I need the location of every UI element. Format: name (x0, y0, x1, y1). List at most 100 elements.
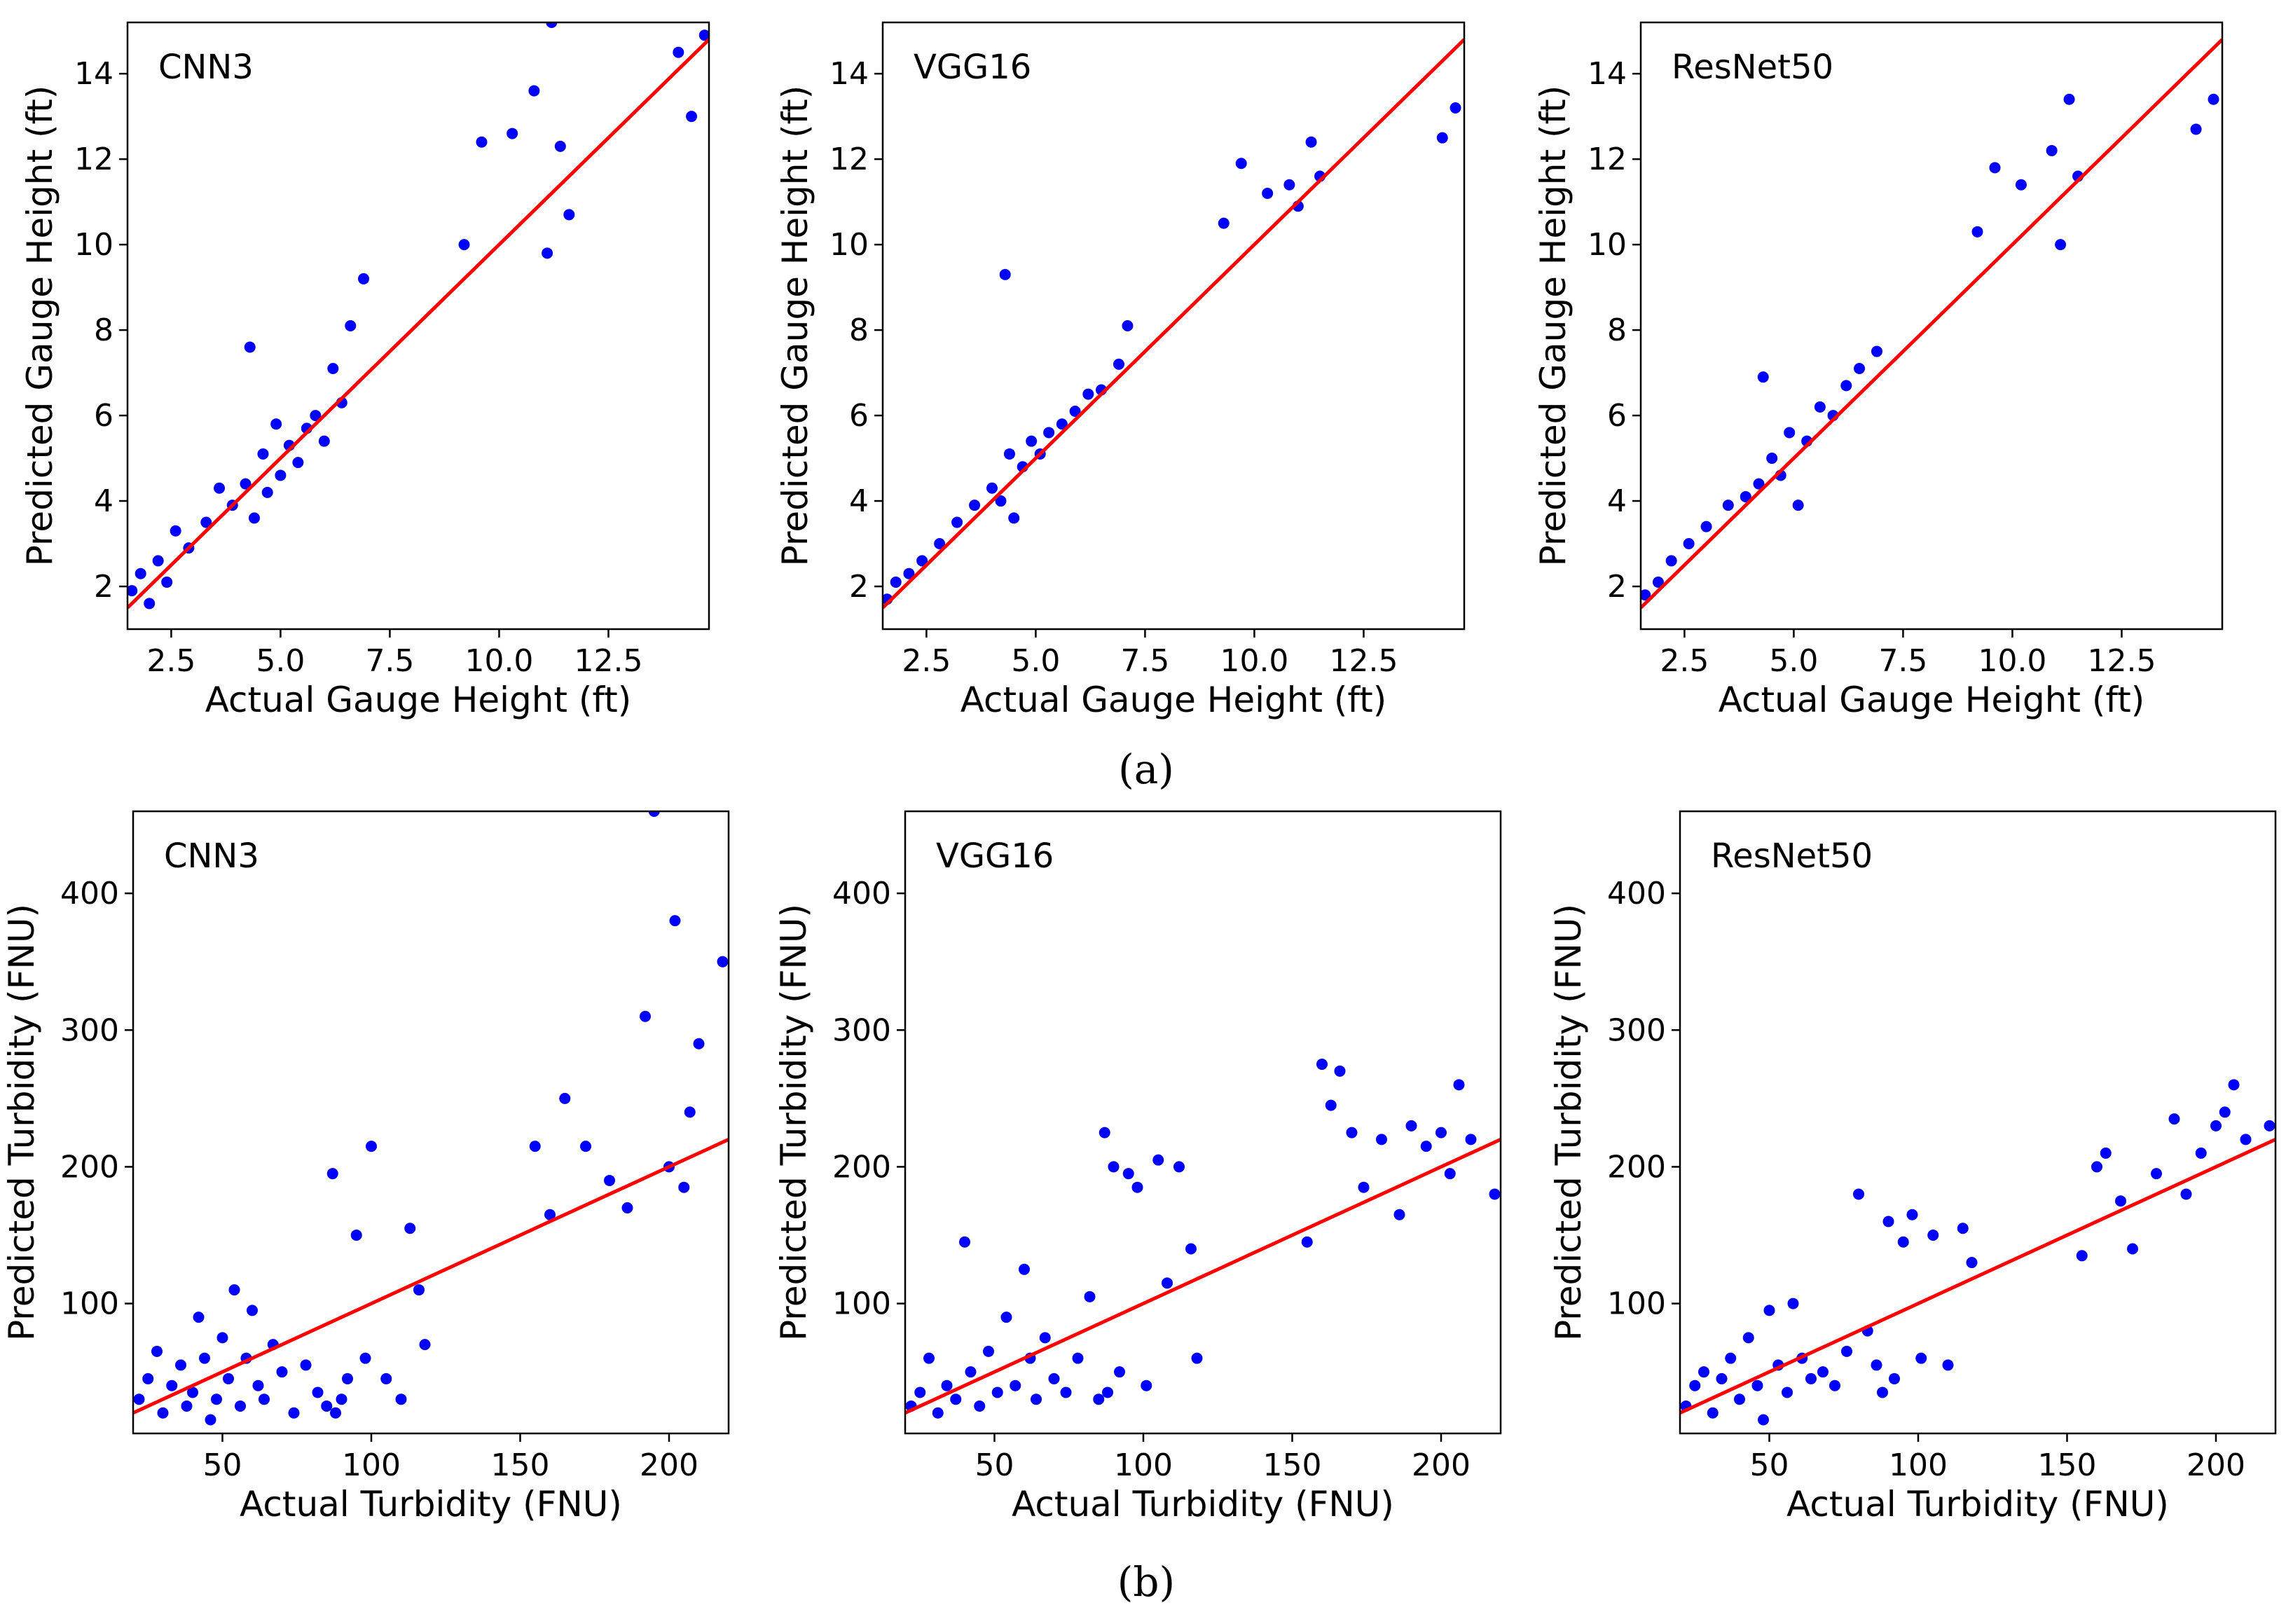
data-point (1805, 1372, 1817, 1384)
data-point (686, 111, 698, 123)
y-tick-label: 2 (94, 569, 113, 605)
data-point (934, 538, 946, 550)
data-point (252, 1379, 264, 1391)
data-point (717, 956, 729, 968)
data-point (2219, 1106, 2231, 1118)
data-point (223, 1372, 234, 1384)
data-point (275, 469, 287, 481)
data-point (1927, 1230, 1939, 1241)
data-point (2180, 1188, 2192, 1200)
y-axis-label: Predicted Gauge Height (ft) (20, 85, 60, 567)
x-tick-label: 50 (1750, 1447, 1789, 1483)
scatter-marks (1680, 1079, 2275, 1426)
y-tick-label: 10 (829, 227, 869, 263)
y-tick-label: 200 (832, 1149, 891, 1185)
data-point (693, 1038, 705, 1050)
data-point (529, 1141, 541, 1152)
data-point (1072, 1352, 1084, 1364)
data-point (1889, 1372, 1900, 1384)
x-axis-ticks: 2.5 5.0 7.5 10.0 12.5 (146, 629, 642, 679)
fit-line (1641, 38, 2222, 610)
fit-line-group (883, 38, 1464, 610)
data-point (1405, 1120, 1417, 1131)
data-point (1162, 1277, 1173, 1289)
x-tick-label: 12.5 (1329, 643, 1398, 679)
data-point (419, 1339, 431, 1351)
x-tick-label: 10.0 (1220, 643, 1288, 679)
data-point (1757, 371, 1769, 383)
data-point (1700, 521, 1712, 532)
data-point (2063, 93, 2075, 105)
data-point (345, 320, 357, 331)
x-axis-label: Actual Turbidity (FNU) (240, 1484, 622, 1525)
data-point (1102, 1386, 1113, 1398)
x-tick-label: 100 (342, 1447, 401, 1483)
x-axis-label: Actual Gauge Height (ft) (205, 680, 632, 720)
data-point (974, 1400, 986, 1412)
data-point (1191, 1352, 1203, 1364)
data-point (2046, 144, 2058, 156)
data-point (216, 1332, 228, 1344)
data-point (200, 516, 212, 528)
y-tick-label: 6 (94, 398, 113, 434)
data-point (1108, 1161, 1120, 1173)
data-point (357, 273, 369, 284)
x-axis-ticks: 50 100 150 200 (203, 1433, 698, 1483)
plot-frame (904, 810, 1502, 1435)
data-point (288, 1407, 300, 1419)
data-point (1897, 1236, 1909, 1248)
data-point (544, 1209, 556, 1220)
model-label: ResNet50 (1711, 837, 1873, 876)
caption-b: (b) (1117, 1558, 1175, 1606)
data-point (1093, 1394, 1105, 1405)
data-point (563, 209, 575, 221)
x-tick-label: 150 (1263, 1447, 1322, 1483)
data-point (152, 555, 164, 567)
data-point (161, 576, 173, 588)
data-point (1334, 1065, 1346, 1077)
data-point (1734, 1394, 1745, 1405)
model-label: CNN3 (158, 48, 254, 87)
x-axis-ticks: 2.5 5.0 7.5 10.0 12.5 (902, 629, 1398, 679)
y-axis-label: Predicted Turbidity (FNU) (1548, 904, 1589, 1341)
x-tick-label: 7.5 (1878, 643, 1927, 679)
data-point (187, 1386, 198, 1398)
y-tick-label: 400 (1607, 876, 1666, 911)
y-tick-label: 12 (829, 142, 869, 177)
y-tick-label: 12 (74, 142, 113, 177)
data-point (1971, 226, 1983, 238)
data-point (1003, 448, 1015, 460)
x-axis-label: Actual Turbidity (FNU) (1786, 1484, 2169, 1525)
data-point (2210, 1120, 2222, 1131)
y-tick-label: 100 (832, 1286, 891, 1322)
fit-line (128, 38, 709, 610)
data-point (2151, 1168, 2162, 1180)
x-axis-label: Actual Gauge Height (ft) (960, 680, 1387, 720)
x-axis-label: Actual Gauge Height (ft) (1719, 680, 2145, 720)
y-tick-label: 4 (849, 483, 869, 519)
data-point (1435, 1127, 1447, 1138)
x-tick-label: 12.5 (574, 643, 642, 679)
data-point (1031, 1394, 1042, 1405)
data-point (1122, 320, 1134, 331)
data-point (1877, 1386, 1888, 1398)
data-point (199, 1352, 210, 1364)
data-point (1043, 427, 1055, 439)
data-point (1853, 1188, 1864, 1200)
y-tick-label: 300 (832, 1012, 891, 1048)
data-point (170, 525, 181, 537)
data-point (1817, 1366, 1829, 1378)
y-tick-label: 8 (1607, 312, 1627, 348)
data-point (580, 1141, 591, 1152)
x-axis-label: Actual Turbidity (FNU) (1012, 1484, 1394, 1525)
x-tick-label: 7.5 (1120, 643, 1169, 679)
y-axis-ticks: 2 4 6 8 10 12 14 (829, 56, 883, 605)
data-point (1235, 158, 1247, 170)
data-point (1465, 1134, 1477, 1145)
data-point (413, 1284, 425, 1296)
data-point (1113, 358, 1124, 370)
y-tick-label: 6 (849, 398, 869, 434)
scatter-marks (883, 102, 1461, 605)
data-point (1906, 1209, 1918, 1220)
data-point (2015, 179, 2027, 191)
